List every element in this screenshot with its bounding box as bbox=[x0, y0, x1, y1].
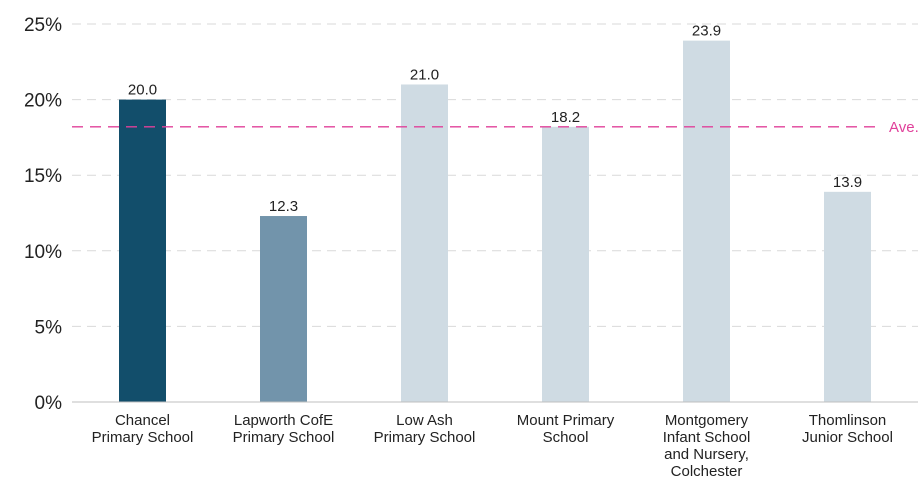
data-label: 12.3 bbox=[269, 198, 298, 215]
bar bbox=[824, 191, 871, 402]
y-tick-label: 20% bbox=[24, 91, 62, 112]
data-label: 21.0 bbox=[410, 66, 439, 83]
x-tick-label-line: School bbox=[543, 429, 589, 446]
x-tick-label-line: Montgomery bbox=[665, 412, 749, 429]
x-tick-label-line: Low Ash bbox=[396, 412, 453, 429]
data-labels: 20.0 12.3 21.0 18.2 23.9 13.9 bbox=[128, 23, 862, 215]
data-label: 13.9 bbox=[833, 174, 862, 191]
x-tick-label-line: Infant School bbox=[663, 429, 751, 446]
data-label: 23.9 bbox=[692, 23, 721, 40]
x-tick-label: Chancel Primary School bbox=[92, 412, 194, 446]
x-tick-label: Lapworth CofE Primary School bbox=[233, 412, 335, 446]
bars bbox=[119, 40, 871, 403]
x-tick-label-line: Primary School bbox=[374, 429, 476, 446]
x-tick-label: Thomlinson Junior School bbox=[802, 412, 893, 446]
x-tick-label-line: Primary School bbox=[92, 429, 194, 446]
x-tick-label-line: Thomlinson bbox=[809, 412, 887, 429]
bar bbox=[542, 126, 589, 402]
x-tick-label-line: and Nursery, bbox=[664, 446, 749, 463]
y-tick-label: 25% bbox=[24, 15, 62, 36]
y-axis-ticks: 0% 5% 10% 15% 20% 25% bbox=[24, 15, 62, 414]
x-tick-label: Montgomery Infant School and Nursery, Colch… bbox=[663, 412, 751, 480]
x-tick-label-line: Lapworth CofE bbox=[234, 412, 333, 429]
average-line-group: Ave. bbox=[72, 119, 919, 136]
bar bbox=[119, 99, 166, 402]
x-tick-label-line: Chancel bbox=[115, 412, 170, 429]
x-tick-label: Mount Primary School bbox=[517, 412, 615, 446]
bar bbox=[683, 40, 730, 403]
y-tick-label: 5% bbox=[35, 317, 63, 338]
gridlines bbox=[72, 23, 918, 327]
data-label: 20.0 bbox=[128, 82, 157, 99]
x-tick-label-line: Mount Primary bbox=[517, 412, 615, 429]
y-tick-label: 10% bbox=[24, 242, 62, 263]
y-tick-label: 15% bbox=[24, 166, 62, 187]
x-tick-label-line: Junior School bbox=[802, 429, 893, 446]
y-tick-label: 0% bbox=[35, 393, 63, 414]
average-line-label: Ave. bbox=[889, 119, 919, 136]
x-tick-label-line: Colchester bbox=[671, 463, 743, 480]
data-label: 18.2 bbox=[551, 109, 580, 126]
x-tick-label: Low Ash Primary School bbox=[374, 412, 476, 446]
bar bbox=[260, 216, 307, 402]
bar bbox=[401, 84, 448, 402]
x-tick-label-line: Primary School bbox=[233, 429, 335, 446]
